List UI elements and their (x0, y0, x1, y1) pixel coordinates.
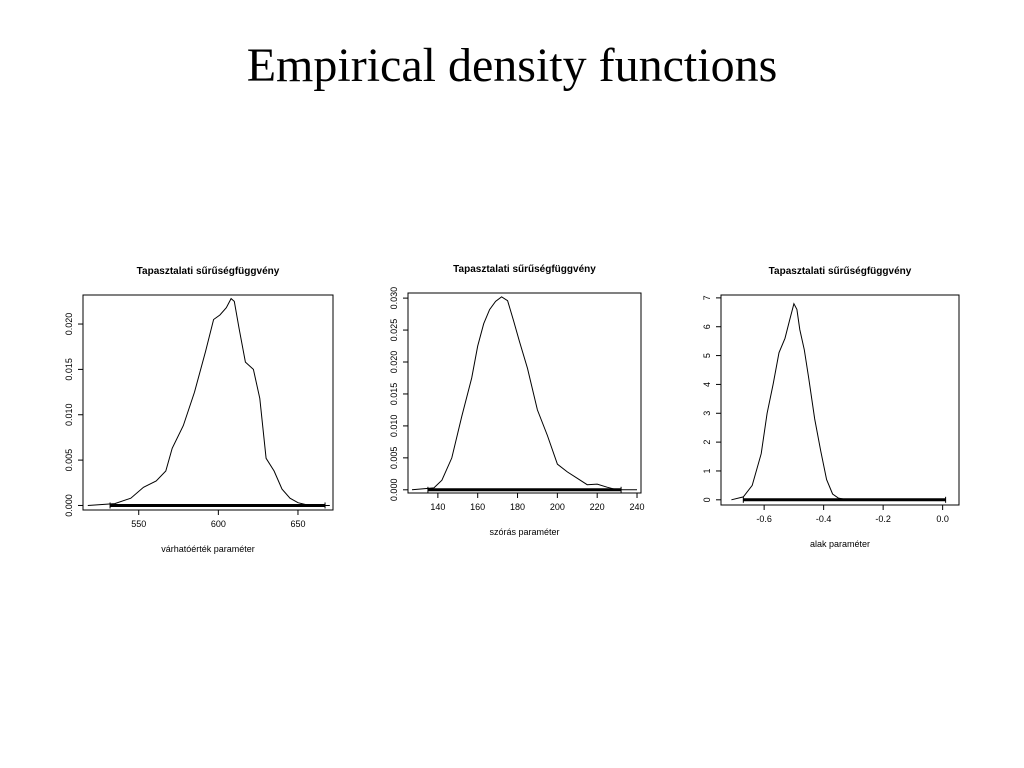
y-tick-label: 0.005 (389, 447, 399, 470)
density-chart-shape: Tapasztalati sűrűségfüggvény -0.6 -0.4 -0.2… (688, 255, 978, 565)
chart-title: Tapasztalati sűrűségfüggvény (137, 266, 280, 277)
x-axis-label: alak paraméter (810, 539, 870, 549)
density-curve (87, 297, 330, 506)
plot-frame (82, 294, 334, 511)
x-tick-label: 550 (131, 519, 146, 529)
y-tick-label: 1 (702, 468, 712, 473)
y-tick-label: 0.015 (64, 358, 74, 381)
chart-title: Tapasztalati sűrűségfüggvény (769, 266, 912, 277)
y-tick-label: 0.030 (389, 287, 399, 310)
y-tick-label: 0.025 (389, 319, 399, 342)
chart-title: Tapasztalati sűrűségfüggvény (453, 264, 596, 275)
x-tick-label: 0.0 (936, 514, 949, 524)
slide-title: Empirical density functions (246, 39, 778, 92)
x-tick-label: -0.4 (816, 514, 832, 524)
x-tick-label: 650 (290, 519, 305, 529)
x-axis-label: szórás paraméter (489, 527, 559, 537)
y-tick-label: 0 (702, 497, 712, 502)
y-tick-label: 2 (702, 440, 712, 445)
plot-frame (720, 294, 960, 506)
density-chart-svg: Tapasztalati sűrűségfüggvény -0.6 -0.4 -0.2… (702, 266, 960, 549)
y-tick-label: 0.020 (389, 351, 399, 374)
x-tick-label: 140 (430, 502, 445, 512)
x-tick-label: -0.6 (756, 514, 772, 524)
plot-frame (407, 292, 642, 494)
x-tick-label: 600 (211, 519, 226, 529)
density-chart-scale: Tapasztalati sűrűségfüggvény 140 160 180 200… (375, 255, 665, 565)
density-curve (411, 296, 637, 491)
y-tick-label: 0.010 (389, 415, 399, 438)
x-axis-label: várhatóérték paraméter (161, 544, 255, 554)
x-tick-label: 200 (550, 502, 565, 512)
y-tick-label: 0.000 (389, 479, 399, 502)
x-tick-label: 240 (630, 502, 645, 512)
y-tick-label: 0.020 (64, 313, 74, 336)
y-tick-label: 0.010 (64, 403, 74, 426)
x-tick-label: -0.2 (875, 514, 891, 524)
x-tick-label: 220 (590, 502, 605, 512)
y-tick-label: 5 (702, 353, 712, 358)
density-chart-svg: Tapasztalati sűrűségfüggvény 550 600 650 vár… (64, 266, 334, 554)
y-tick-label: 0.000 (64, 494, 74, 517)
x-tick-label: 180 (510, 502, 525, 512)
density-curve (731, 302, 943, 501)
x-tick-label: 160 (470, 502, 485, 512)
y-tick-label: 0.015 (389, 383, 399, 406)
y-tick-label: 3 (702, 411, 712, 416)
y-tick-label: 4 (702, 382, 712, 387)
density-chart-svg: Tapasztalati sűrűségfüggvény 140 160 180 200… (389, 264, 645, 537)
y-tick-label: 0.005 (64, 449, 74, 472)
y-tick-label: 7 (702, 295, 712, 300)
y-tick-label: 6 (702, 324, 712, 329)
density-chart-expected-value: Tapasztalati sűrűségfüggvény 550 600 650 vár… (50, 255, 340, 565)
